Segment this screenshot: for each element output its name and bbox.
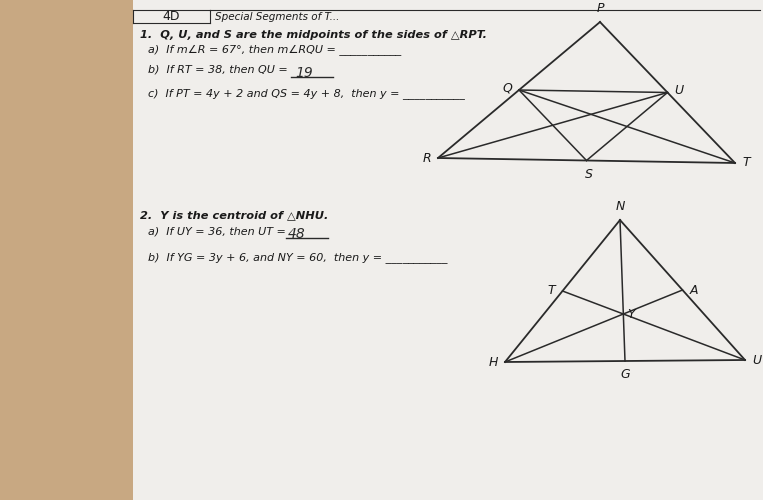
Text: H: H (488, 356, 498, 368)
Text: U: U (752, 354, 761, 366)
Text: P: P (596, 2, 604, 15)
Bar (133, 0, 763, 500)
Text: b)  If YG = 3y + 6, and NY = 60,  then y = ___________: b) If YG = 3y + 6, and NY = 60, then y =… (148, 252, 448, 263)
Text: 4D: 4D (163, 10, 180, 23)
Text: 48: 48 (288, 227, 306, 241)
Text: a)  If m∠R = 67°, then m∠RQU = ___________: a) If m∠R = 67°, then m∠RQU = __________… (148, 44, 401, 55)
Text: Y: Y (627, 308, 635, 320)
Text: T: T (742, 156, 749, 170)
Text: 2.  Y is the centroid of △NHU.: 2. Y is the centroid of △NHU. (140, 210, 328, 220)
Text: b)  If RT = 38, then QU =: b) If RT = 38, then QU = (148, 65, 291, 75)
Text: a)  If UY = 36, then UT =: a) If UY = 36, then UT = (148, 226, 289, 236)
Text: c)  If PT = 4y + 2 and QS = 4y + 8,  then y = ___________: c) If PT = 4y + 2 and QS = 4y + 8, then … (148, 88, 465, 99)
Text: U: U (674, 84, 684, 97)
Text: Special Segments of T...: Special Segments of T... (215, 12, 340, 22)
Text: T: T (548, 284, 555, 298)
Text: S: S (584, 168, 592, 180)
Text: 19: 19 (295, 66, 313, 80)
Text: 1.  Q, U, and S are the midpoints of the sides of △RPT.: 1. Q, U, and S are the midpoints of the … (140, 30, 487, 40)
Text: R: R (423, 152, 431, 164)
Text: A: A (690, 284, 698, 296)
Text: Q: Q (502, 82, 512, 94)
Text: N: N (615, 200, 625, 213)
Text: G: G (620, 368, 629, 381)
